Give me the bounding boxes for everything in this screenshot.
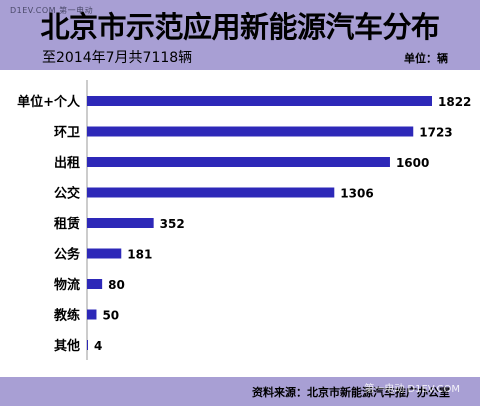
bar: [87, 309, 97, 320]
category-label: 其他: [54, 338, 80, 354]
category-label: 租赁: [54, 216, 80, 232]
chart-title: 北京市示范应用新能源汽车分布: [40, 10, 440, 44]
watermark-top: D1EV.COM 第一电动: [10, 6, 94, 15]
value-label: 1723: [419, 126, 452, 140]
bar-chart-area: 单位+个人 1822 环卫 1723 出租 1600 公交 1306 租赁 352 公务 181 物流 8…: [0, 70, 480, 377]
category-label: 教练: [53, 308, 80, 324]
category-label: 公务: [54, 247, 81, 263]
value-label: 4: [94, 339, 102, 353]
bar: [87, 340, 88, 350]
value-label: 1822: [438, 95, 471, 109]
category-label: 出租: [54, 155, 80, 171]
bar: [87, 187, 335, 198]
unit-label: 单位：辆: [404, 52, 448, 65]
category-label: 物流: [54, 277, 80, 293]
bar: [87, 126, 414, 137]
bar-chart: 单位+个人 1822 环卫 1723 出租 1600 公交 1306 租赁 352 公务 181 物流 8…: [17, 80, 471, 360]
watermark-bottom: 第一电动 D1EV.COM: [364, 384, 460, 395]
value-label: 352: [160, 217, 185, 231]
value-label: 181: [127, 248, 152, 262]
value-label: 80: [108, 278, 125, 292]
header-band: D1EV.COM 第一电动 北京市示范应用新能源汽车分布 至2014年7月共71…: [0, 0, 480, 70]
value-label: 50: [102, 309, 119, 323]
bar: [87, 218, 154, 228]
bar: [87, 157, 390, 167]
source-note: 资料来源：北京市新能源汽车推广办公室: [252, 386, 450, 399]
bar: [87, 279, 103, 289]
value-label: 1600: [396, 156, 429, 170]
bar: [87, 248, 122, 259]
category-label: 公交: [54, 186, 80, 202]
category-label: 单位+个人: [17, 94, 81, 110]
chart-subtitle: 至2014年7月共7118辆: [42, 50, 193, 66]
value-label: 1306: [340, 187, 373, 201]
footer-band: 资料来源：北京市新能源汽车推广办公室 第一电动 D1EV.COM: [0, 377, 480, 406]
bar: [87, 96, 432, 106]
category-label: 环卫: [54, 126, 80, 141]
